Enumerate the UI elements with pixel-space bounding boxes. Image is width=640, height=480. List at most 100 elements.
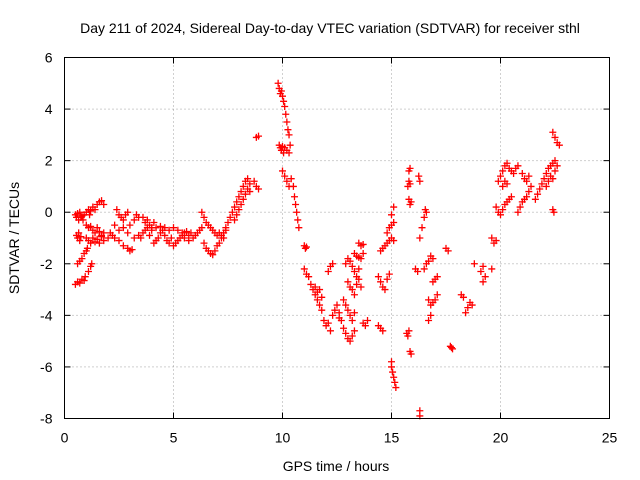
data-point: [244, 175, 252, 183]
axis-ticks: [64, 57, 610, 419]
data-point: [416, 234, 424, 242]
data-point: [170, 224, 177, 232]
data-point: [350, 268, 358, 276]
data-point: [316, 286, 324, 294]
data-point: [335, 309, 343, 317]
data-point: [346, 257, 354, 265]
data-point: [462, 309, 470, 317]
data-point: [331, 306, 339, 314]
data-point: [313, 296, 321, 304]
data-point: [185, 237, 193, 245]
data-point: [479, 278, 487, 286]
data-point: [165, 226, 173, 234]
data-point: [342, 301, 350, 309]
data-point: [499, 182, 507, 190]
data-point: [104, 234, 112, 242]
data-point: [388, 358, 395, 366]
data-point: [357, 255, 365, 263]
data-point: [405, 327, 413, 335]
data-point: [357, 283, 365, 291]
data-point: [222, 226, 230, 234]
data-point: [407, 198, 415, 206]
data-point: [359, 249, 367, 257]
data-point: [364, 317, 372, 325]
data-point: [154, 234, 162, 242]
data-point: [346, 311, 354, 319]
data-point: [326, 327, 334, 335]
data-point: [415, 172, 423, 180]
data-point: [422, 208, 430, 216]
data-point: [425, 296, 433, 304]
data-point: [404, 332, 412, 340]
data-point: [115, 237, 123, 245]
data-point: [98, 233, 106, 241]
data-point: [93, 224, 101, 232]
data-point: [237, 200, 245, 208]
data-point: [235, 206, 243, 214]
data-point: [385, 270, 393, 278]
data-point: [283, 177, 291, 185]
data-point: [348, 332, 356, 340]
data-point: [231, 203, 239, 211]
data-point: [348, 286, 356, 294]
data-point: [425, 257, 433, 265]
data-point: [76, 237, 84, 245]
data-point: [111, 221, 119, 229]
data-point: [523, 193, 531, 201]
data-point: [95, 239, 103, 247]
data-point: [355, 275, 363, 283]
data-point: [433, 273, 441, 281]
data-point: [527, 182, 535, 190]
data-point: [333, 301, 341, 309]
data-point: [492, 237, 500, 245]
data-point: [514, 208, 522, 216]
data-point: [353, 280, 361, 288]
data-point: [348, 262, 356, 270]
data-point: [300, 265, 308, 273]
data-point: [379, 327, 387, 335]
data-point: [161, 224, 169, 232]
data-point: [302, 243, 310, 251]
data-point: [551, 157, 559, 165]
data-point: [516, 203, 524, 211]
data-point: [383, 229, 391, 237]
data-point: [425, 317, 433, 325]
chart-title: Day 211 of 2024, Sidereal Day-to-day VTE…: [80, 20, 580, 36]
data-point: [220, 234, 228, 242]
y-axis-label: SDTVAR / TECUs: [6, 182, 22, 294]
data-point: [226, 213, 234, 221]
data-point: [499, 206, 507, 214]
data-point: [329, 260, 337, 268]
data-point: [241, 190, 249, 198]
data-point: [329, 311, 337, 319]
data-point: [124, 208, 132, 216]
data-point: [538, 180, 546, 188]
data-point: [346, 337, 354, 345]
data-point: [255, 132, 263, 140]
data-point: [510, 170, 518, 178]
data-point: [198, 224, 206, 232]
x-tick-labels: 0 5 10 15 20 25: [61, 430, 618, 446]
data-point: [76, 208, 84, 216]
x-tick-label: 15: [384, 430, 400, 446]
data-point: [497, 172, 504, 180]
data-point: [444, 247, 452, 255]
x-axis-label: GPS time / hours: [283, 458, 390, 474]
data-point: [427, 311, 435, 319]
data-point: [420, 213, 428, 221]
data-point: [87, 239, 95, 247]
data-point: [115, 226, 123, 234]
data-point: [174, 226, 182, 234]
data-point: [507, 193, 515, 201]
data-point: [93, 235, 101, 243]
y-tick-label: 0: [45, 204, 53, 220]
data-point: [340, 296, 348, 304]
data-point: [418, 224, 426, 232]
data-point: [318, 293, 326, 301]
data-point: [224, 219, 232, 227]
data-point: [377, 278, 385, 286]
data-point: [281, 102, 289, 110]
data-point: [531, 195, 539, 203]
data-point: [294, 216, 302, 224]
data-point: [344, 306, 352, 314]
